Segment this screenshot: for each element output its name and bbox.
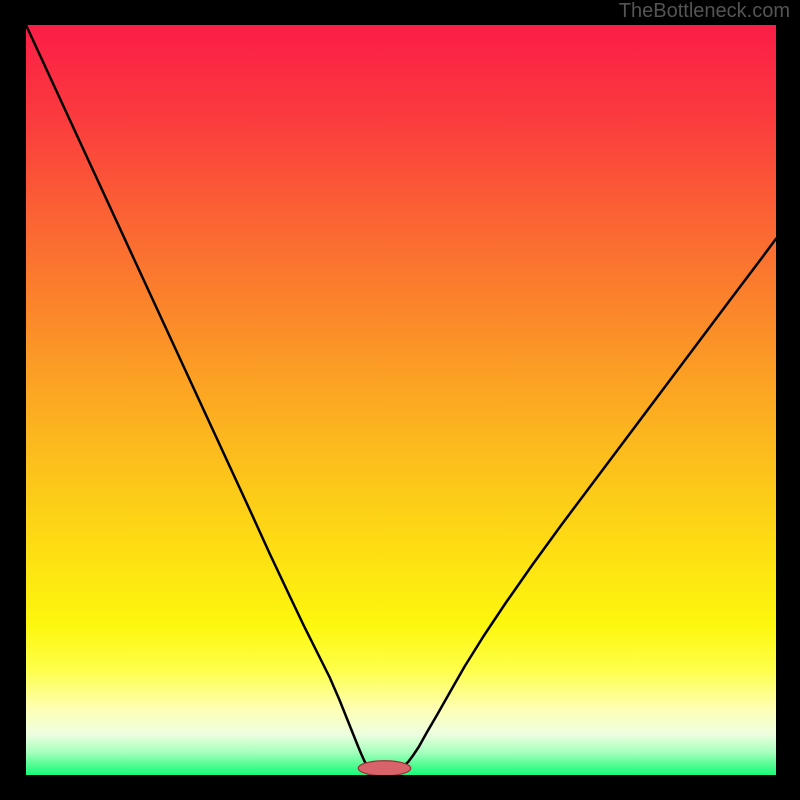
- gradient-background: [26, 25, 776, 775]
- chart-stage: TheBottleneck.com: [0, 0, 800, 800]
- chart-svg: [26, 25, 776, 775]
- minimum-marker: [358, 761, 411, 775]
- watermark-label: TheBottleneck.com: [619, 0, 790, 23]
- plot-frame: [26, 25, 776, 775]
